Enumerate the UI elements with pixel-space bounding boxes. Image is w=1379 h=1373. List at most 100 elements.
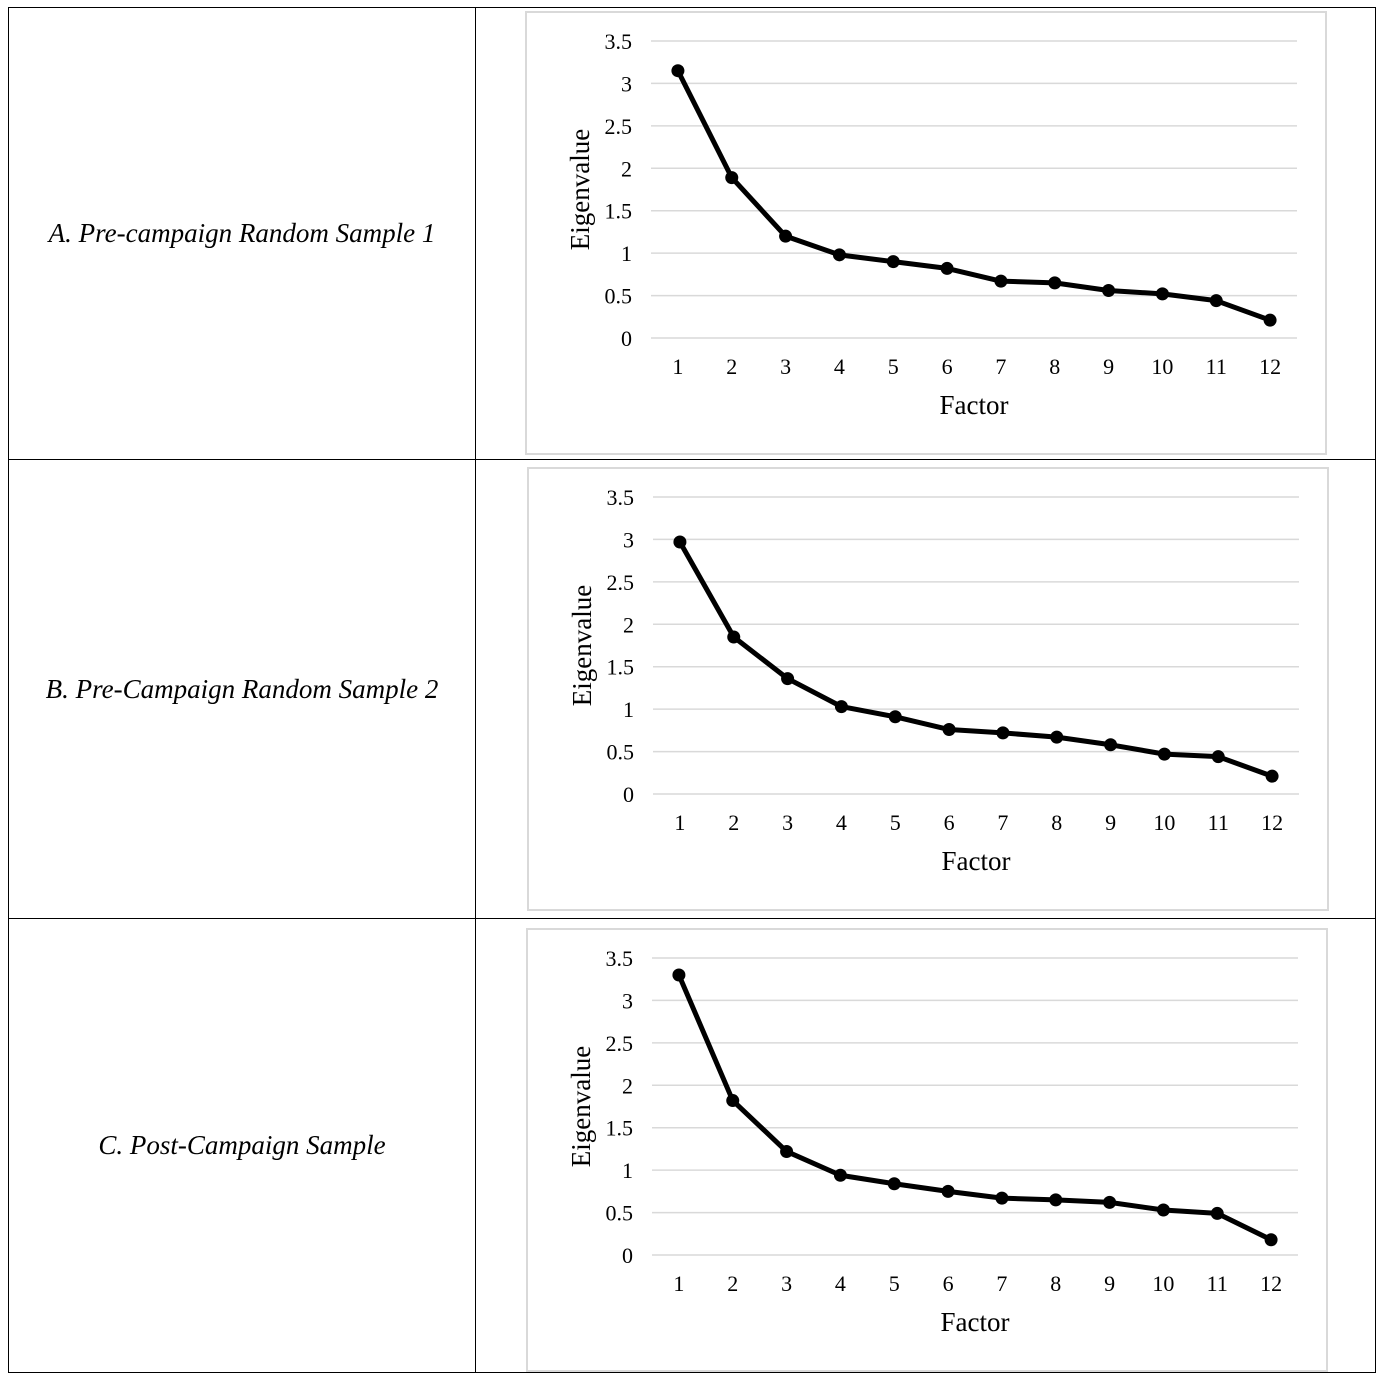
y-tick-label: 2 bbox=[623, 612, 634, 637]
y-tick-label: 2 bbox=[621, 156, 632, 181]
x-tick-label: 10 bbox=[1153, 810, 1175, 835]
x-tick-label: 11 bbox=[1206, 354, 1227, 379]
series-line bbox=[675, 69, 1271, 323]
y-tick-label: 1 bbox=[622, 1158, 633, 1183]
y-tick-label: 1.5 bbox=[605, 199, 633, 224]
x-tick-label: 9 bbox=[1103, 354, 1114, 379]
table-row: B. Pre-Campaign Random Sample 2 0 0.5 1 1.5… bbox=[8, 459, 1376, 919]
x-tick-label: 10 bbox=[1152, 1271, 1174, 1296]
y-tick-label: 1.5 bbox=[606, 1116, 634, 1141]
x-tick-label: 9 bbox=[1105, 810, 1116, 835]
scree-plot-b: 00.511.522.533.51 2 3 4 5 6 7 8 9 10 11 12FactorEig… bbox=[567, 485, 1299, 876]
data-point bbox=[726, 1094, 740, 1108]
panel-c-label: C. Post-Campaign Sample bbox=[98, 1130, 386, 1160]
table-row: A. Pre-campaign Random Sample 1 0 0.5 1 1.5… bbox=[8, 7, 1376, 460]
data-point bbox=[1049, 1193, 1063, 1207]
series-line bbox=[676, 973, 1273, 1242]
data-point bbox=[1156, 1203, 1170, 1217]
x-tick-label: 1 bbox=[673, 1271, 684, 1296]
y-tick-label: 0 bbox=[621, 326, 632, 351]
data-point bbox=[672, 968, 686, 982]
data-point bbox=[996, 726, 1010, 740]
x-axis-title: Factor bbox=[942, 846, 1011, 876]
figure-table: A. Pre-campaign Random Sample 1 0 0.5 1 1.5… bbox=[8, 7, 1376, 1373]
x-tick-label: 3 bbox=[781, 1271, 792, 1296]
data-point bbox=[1209, 294, 1223, 308]
data-point bbox=[671, 64, 685, 78]
y-tick-label: 0.5 bbox=[605, 284, 633, 309]
x-tick-label: 8 bbox=[1049, 354, 1060, 379]
y-tick-label: 1 bbox=[621, 241, 632, 266]
data-point bbox=[1104, 738, 1118, 752]
chart-b-frame: 0 0.5 1 1.5 2 2.5 3 3.5 1 2 3 4 5 6 7 8 9 10 11 12 Factor Eig… bbox=[527, 467, 1329, 911]
data-point bbox=[781, 672, 795, 686]
data-point bbox=[994, 274, 1008, 288]
data-point bbox=[1265, 769, 1279, 783]
series-line bbox=[677, 540, 1273, 779]
x-tick-label: 8 bbox=[1051, 810, 1062, 835]
x-tick-label: 11 bbox=[1208, 810, 1229, 835]
x-tick-label: 7 bbox=[996, 1271, 1007, 1296]
data-point bbox=[1050, 730, 1064, 744]
data-point bbox=[1155, 287, 1169, 301]
data-point bbox=[995, 1191, 1009, 1205]
data-point bbox=[779, 229, 793, 243]
data-point bbox=[1264, 1233, 1278, 1247]
x-tick-label: 2 bbox=[728, 810, 739, 835]
data-point bbox=[833, 1168, 847, 1182]
data-point bbox=[725, 171, 739, 185]
data-point bbox=[941, 1184, 955, 1198]
x-tick-label: 3 bbox=[780, 354, 791, 379]
x-tick-label: 5 bbox=[890, 810, 901, 835]
x-tick-label: 9 bbox=[1104, 1271, 1115, 1296]
x-tick-label: 6 bbox=[942, 354, 953, 379]
data-point bbox=[1263, 313, 1277, 327]
x-tick-label: 5 bbox=[888, 354, 899, 379]
x-tick-label: 5 bbox=[889, 1271, 900, 1296]
scree-plot-a: 00.511.522.533.51 2 3 4 5 6 7 8 9 10 11 12FactorEig… bbox=[565, 29, 1297, 420]
data-point bbox=[1157, 747, 1171, 761]
y-tick-label: 2.5 bbox=[607, 570, 635, 595]
x-tick-label: 4 bbox=[835, 1271, 846, 1296]
data-point bbox=[832, 248, 846, 262]
x-tick-label: 12 bbox=[1261, 810, 1283, 835]
x-tick-label: 6 bbox=[944, 810, 955, 835]
y-tick-label: 0.5 bbox=[606, 1201, 634, 1226]
table-row: C. Post-Campaign Sample 0 0.5 1 1.5 2 2.5 3 3.5… bbox=[8, 918, 1376, 1373]
x-tick-label: 7 bbox=[995, 354, 1006, 379]
y-tick-label: 3.5 bbox=[606, 946, 634, 971]
x-tick-label: 4 bbox=[836, 810, 847, 835]
x-tick-label: 2 bbox=[727, 1271, 738, 1296]
data-point bbox=[887, 1177, 901, 1191]
x-tick-label: 2 bbox=[726, 354, 737, 379]
y-tick-label: 2.5 bbox=[605, 114, 633, 139]
x-tick-label: 1 bbox=[672, 354, 683, 379]
x-tick-label: 1 bbox=[674, 810, 685, 835]
chart-c-frame: 0 0.5 1 1.5 2 2.5 3 3.5 1 2 3 4 5 6 7 8 9 10 11 12 Factor Eig… bbox=[526, 928, 1328, 1372]
x-tick-label: 12 bbox=[1259, 354, 1281, 379]
y-axis-title: Eigenvalue bbox=[565, 129, 595, 250]
panel-b-label: B. Pre-Campaign Random Sample 2 bbox=[45, 673, 439, 704]
panel-a-label: A. Pre-campaign Random Sample 1 bbox=[48, 218, 436, 248]
panel-label-cell: A. Pre-campaign Random Sample 1 bbox=[8, 7, 476, 460]
x-axis-title: Factor bbox=[941, 1307, 1010, 1337]
y-tick-label: 3 bbox=[621, 71, 632, 96]
data-point bbox=[727, 630, 741, 644]
data-point bbox=[1102, 283, 1116, 297]
x-tick-label: 11 bbox=[1207, 1271, 1228, 1296]
y-tick-label: 3 bbox=[622, 988, 633, 1013]
y-tick-label: 0 bbox=[623, 782, 634, 807]
x-tick-label: 3 bbox=[782, 810, 793, 835]
x-tick-label: 4 bbox=[834, 354, 845, 379]
panel-label-cell: C. Post-Campaign Sample bbox=[8, 918, 476, 1373]
y-tick-label: 0.5 bbox=[607, 740, 635, 765]
chart-cell: 0 0.5 1 1.5 2 2.5 3 3.5 1 2 3 4 5 6 7 8 9 10 11 12 Factor Eig… bbox=[475, 918, 1376, 1373]
chart-cell: 0 0.5 1 1.5 2 2.5 3 3.5 1 2 3 4 5 6 7 8 9 10 11 12 Factor Eig… bbox=[475, 7, 1376, 460]
x-tick-label: 8 bbox=[1050, 1271, 1061, 1296]
data-point bbox=[1210, 1206, 1224, 1220]
chart-cell: 0 0.5 1 1.5 2 2.5 3 3.5 1 2 3 4 5 6 7 8 9 10 11 12 Factor Eig… bbox=[475, 459, 1376, 919]
y-tick-label: 1 bbox=[623, 697, 634, 722]
data-point bbox=[888, 710, 902, 724]
y-axis-title: Eigenvalue bbox=[567, 585, 597, 706]
y-axis-title: Eigenvalue bbox=[566, 1046, 596, 1167]
